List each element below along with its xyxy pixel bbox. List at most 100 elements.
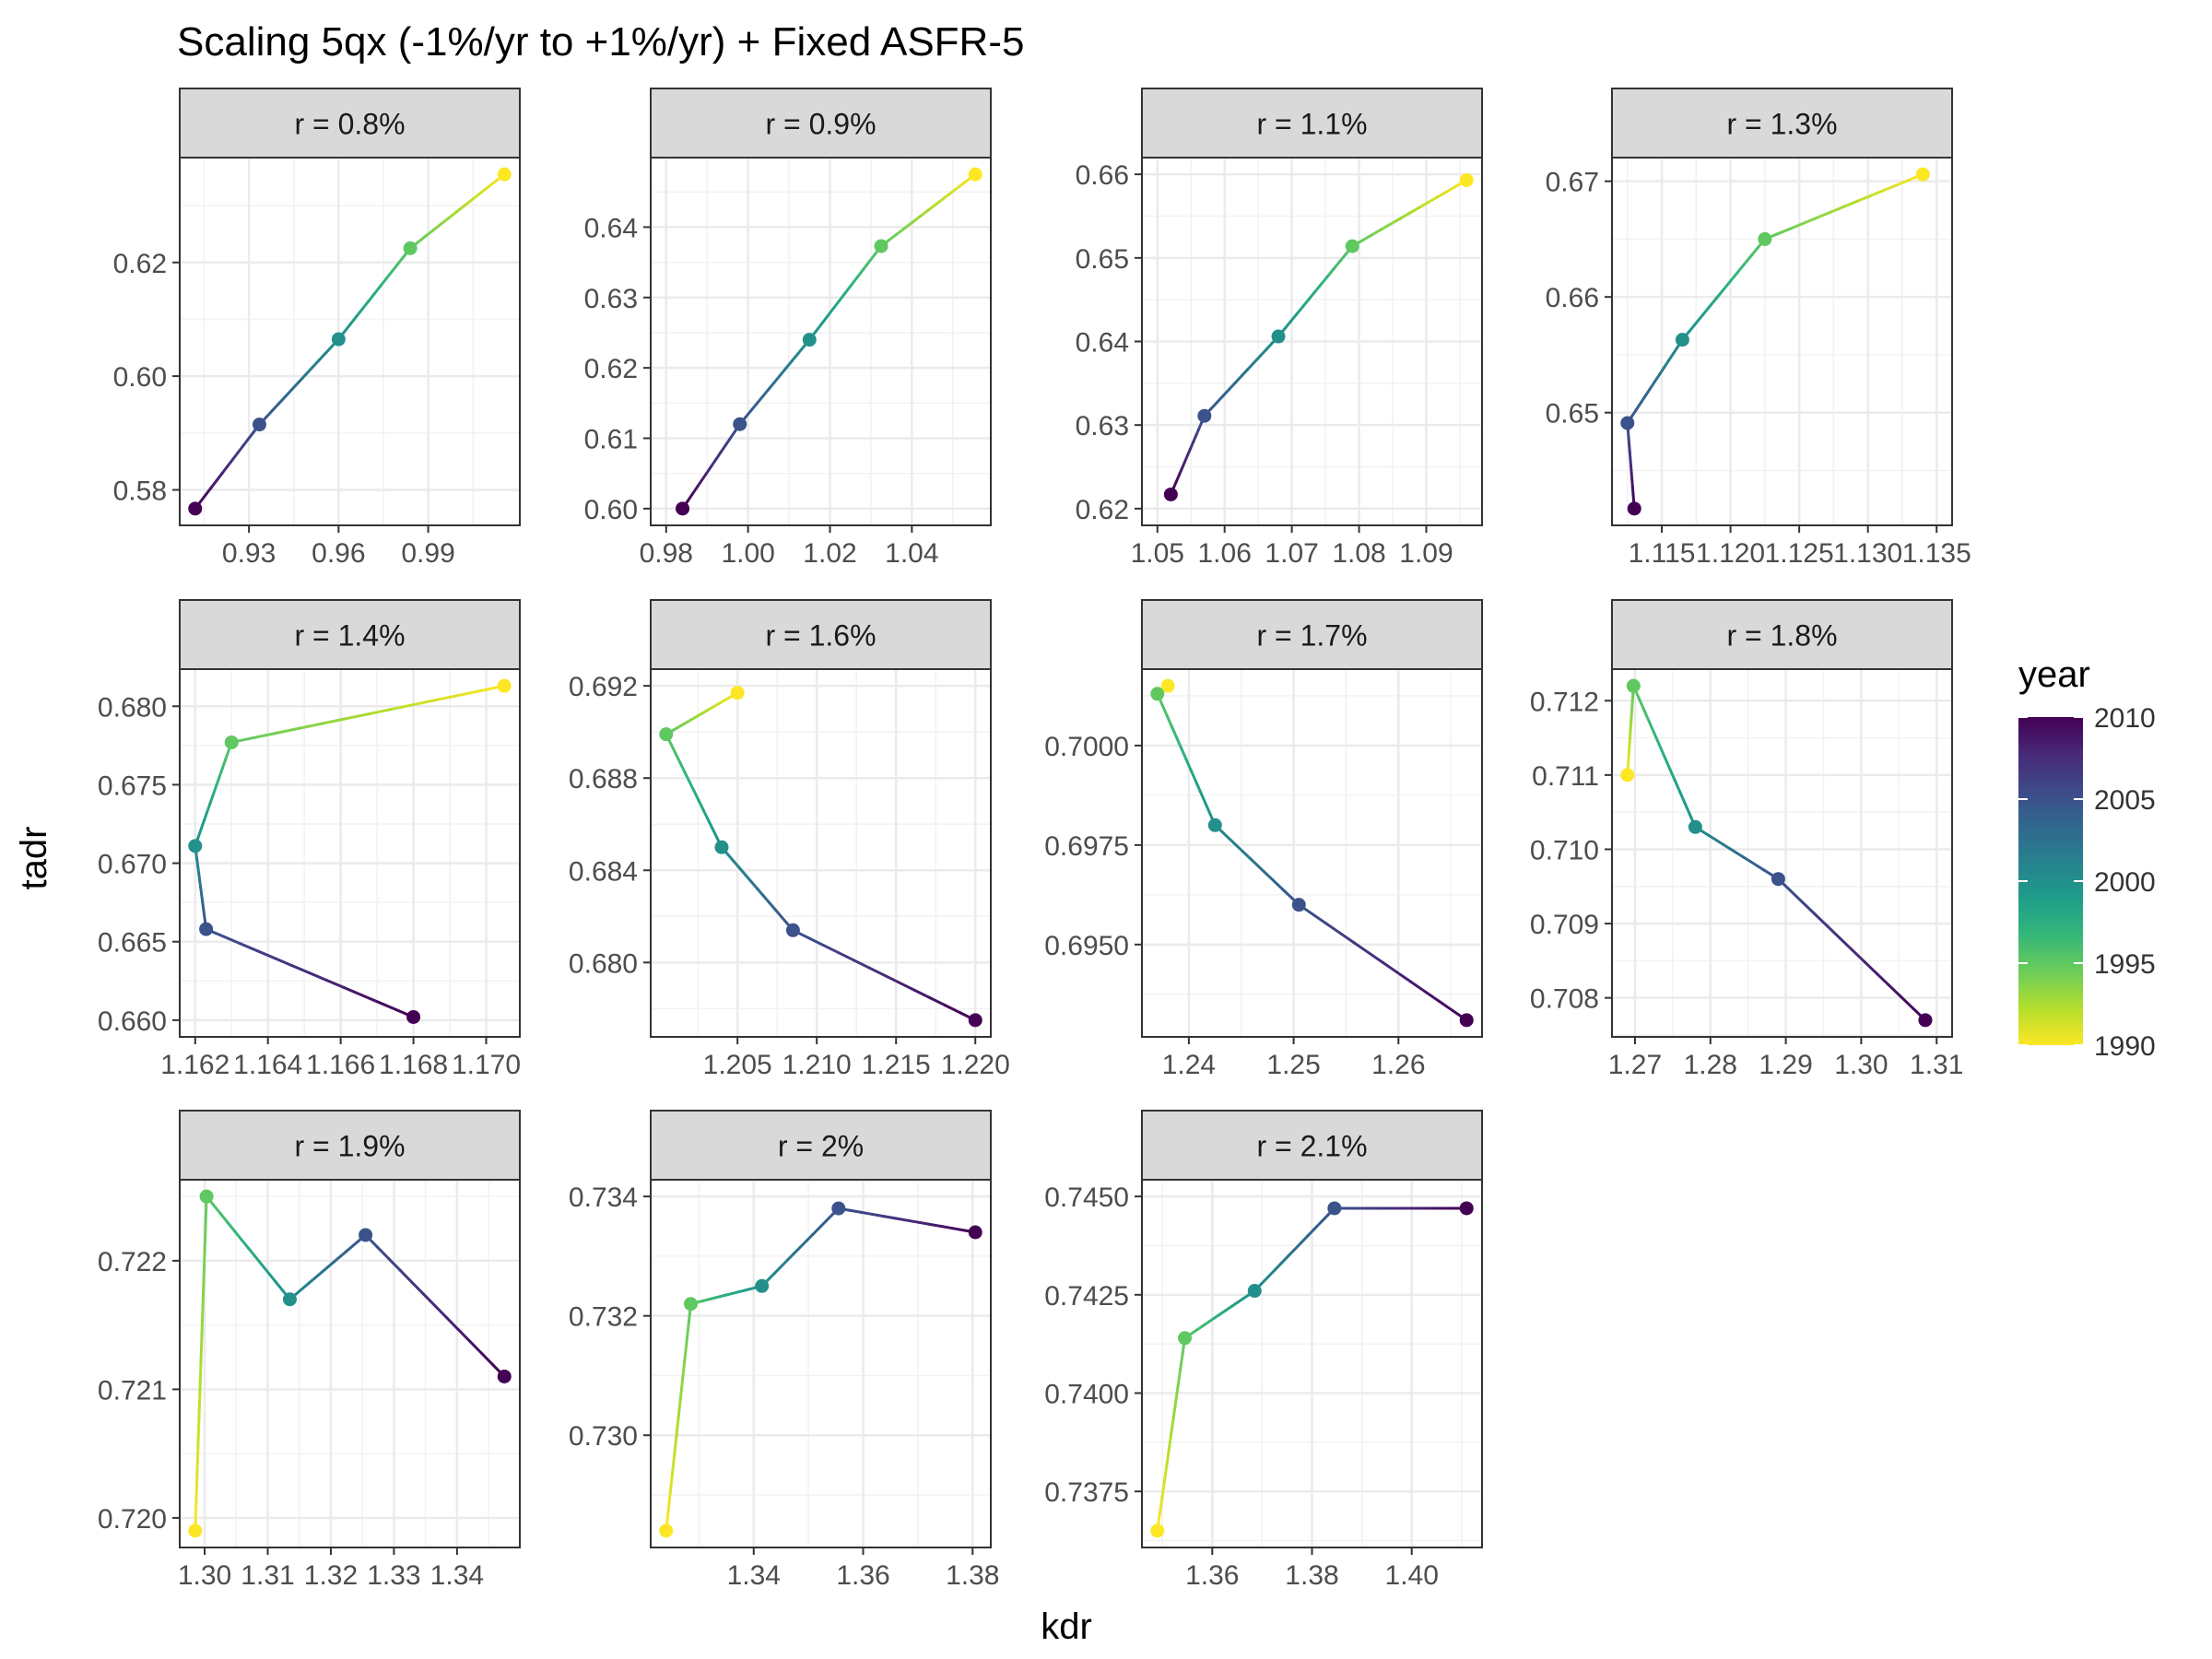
data-point [733, 417, 747, 431]
series-line-segment [798, 1239, 808, 1249]
series-line-segment [267, 1272, 277, 1284]
y-tick-label: 0.665 [98, 928, 167, 959]
series-line-segment [704, 465, 713, 476]
series-line-segment [468, 1339, 483, 1355]
series-line-segment [1220, 830, 1230, 841]
series-line-segment [212, 783, 218, 796]
series-line-segment [226, 458, 234, 468]
series-line-segment [384, 269, 394, 280]
x-tick-label: 1.164 [233, 1050, 302, 1080]
data-point [968, 167, 982, 182]
data-point [785, 923, 800, 937]
series-line-segment [1899, 994, 1915, 1010]
series-line-segment [1295, 304, 1305, 316]
panel-border [1141, 668, 1483, 1038]
facet-strip-label: r = 1.6% [765, 619, 876, 653]
series-line-segment [796, 345, 806, 356]
series-line-segment [882, 1215, 898, 1220]
series-line-segment [284, 387, 294, 398]
series-line-segment [1816, 210, 1832, 219]
series-line-segment [1319, 1213, 1330, 1224]
plot-area [1612, 158, 1952, 525]
series-line-segment [372, 284, 382, 296]
y-tick-label: 0.712 [1530, 687, 1599, 717]
series-line-segment [1293, 1241, 1303, 1252]
series-line-segment [1423, 990, 1441, 1003]
series-line-segment [1248, 856, 1259, 866]
series-line-segment [1743, 254, 1753, 266]
series-line-segment [276, 726, 301, 735]
series-line-segment [683, 1340, 688, 1362]
facet-panel: r = 2% 1.34 1.36 1.38 0.730 0.732 0.734 [569, 1110, 999, 1591]
series-line-segment [1277, 883, 1287, 893]
panel-border [179, 157, 521, 526]
series-line-segment [1165, 714, 1173, 728]
series-line-segment [1722, 279, 1733, 291]
series-line-segment [1215, 394, 1225, 405]
y-tick-label: 0.660 [98, 1006, 167, 1037]
series-line-segment [1647, 719, 1656, 735]
series-line-segment [911, 215, 923, 224]
series-line-segment [700, 472, 708, 482]
y-tick-label: 0.720 [98, 1504, 167, 1535]
series-line-segment [471, 191, 483, 201]
series-line-segment [855, 267, 865, 279]
y-tick-label: 0.680 [569, 948, 638, 979]
y-tick-label: 0.65 [1546, 399, 1599, 429]
facet-strip-label: r = 1.9% [294, 1130, 405, 1163]
series-line-segment [209, 478, 218, 489]
series-line-segment [1678, 790, 1687, 806]
data-point [1178, 1331, 1193, 1346]
legend-tick-label: 2005 [2094, 785, 2156, 816]
data-point [224, 735, 239, 749]
series-line-segment [714, 451, 723, 461]
series-line-segment [1776, 227, 1793, 236]
legend-title: year [2018, 654, 2090, 695]
facet-panel: r = 1.1% 1.05 1.06 1.07 1.08 1.09 0.62 0.63 0.64… [1076, 88, 1483, 569]
series-line-segment [773, 1265, 782, 1275]
x-axis-label: kdr [1041, 1606, 1092, 1647]
series-line-segment [367, 292, 376, 303]
series-line-segment [837, 951, 855, 962]
series-line-segment [1635, 400, 1643, 411]
data-point [659, 1524, 674, 1538]
data-point [659, 727, 674, 742]
y-tick-label: 0.65 [1076, 244, 1129, 275]
series-line-segment [852, 959, 871, 970]
x-tick-label: 0.98 [640, 538, 693, 569]
data-point [968, 1225, 982, 1240]
facet-panel: r = 1.3% 1.115 1.120 1.125 1.130 1.135 0.65 0.6… [1546, 88, 1971, 569]
series-line-segment [241, 437, 251, 447]
series-line-segment [1801, 900, 1817, 916]
x-tick-label: 1.115 [1629, 538, 1696, 569]
series-line-segment [737, 866, 747, 877]
y-tick-label: 0.670 [98, 850, 167, 880]
y-tick-label: 0.675 [98, 771, 167, 801]
data-point [676, 501, 690, 516]
series-line-segment [348, 314, 359, 326]
series-line-segment [1170, 724, 1179, 739]
series-line-segment [240, 1238, 250, 1250]
series-line-segment [779, 914, 789, 925]
x-tick-label: 1.210 [782, 1050, 852, 1080]
facet-strip-label: r = 1.4% [294, 619, 405, 653]
series-line-segment [686, 493, 694, 503]
series-line-segment [230, 451, 240, 462]
series-line-segment [818, 1219, 828, 1230]
series-line-segment [805, 1232, 815, 1242]
series-line-segment [1642, 708, 1651, 723]
series-line-segment [464, 197, 475, 207]
series-line-segment [1184, 758, 1193, 772]
panel-border [179, 668, 521, 1038]
data-point [331, 332, 346, 347]
x-tick-label: 1.27 [1608, 1050, 1662, 1080]
series-line-segment [1209, 401, 1218, 411]
panel-border [179, 1179, 521, 1548]
x-tick-label: 1.170 [452, 1050, 521, 1080]
series-line-segment [1313, 282, 1324, 293]
y-tick-label: 0.7400 [1044, 1380, 1129, 1410]
y-tick-label: 0.66 [1076, 160, 1129, 191]
series-line-segment [324, 345, 334, 355]
series-line-segment [417, 234, 428, 244]
